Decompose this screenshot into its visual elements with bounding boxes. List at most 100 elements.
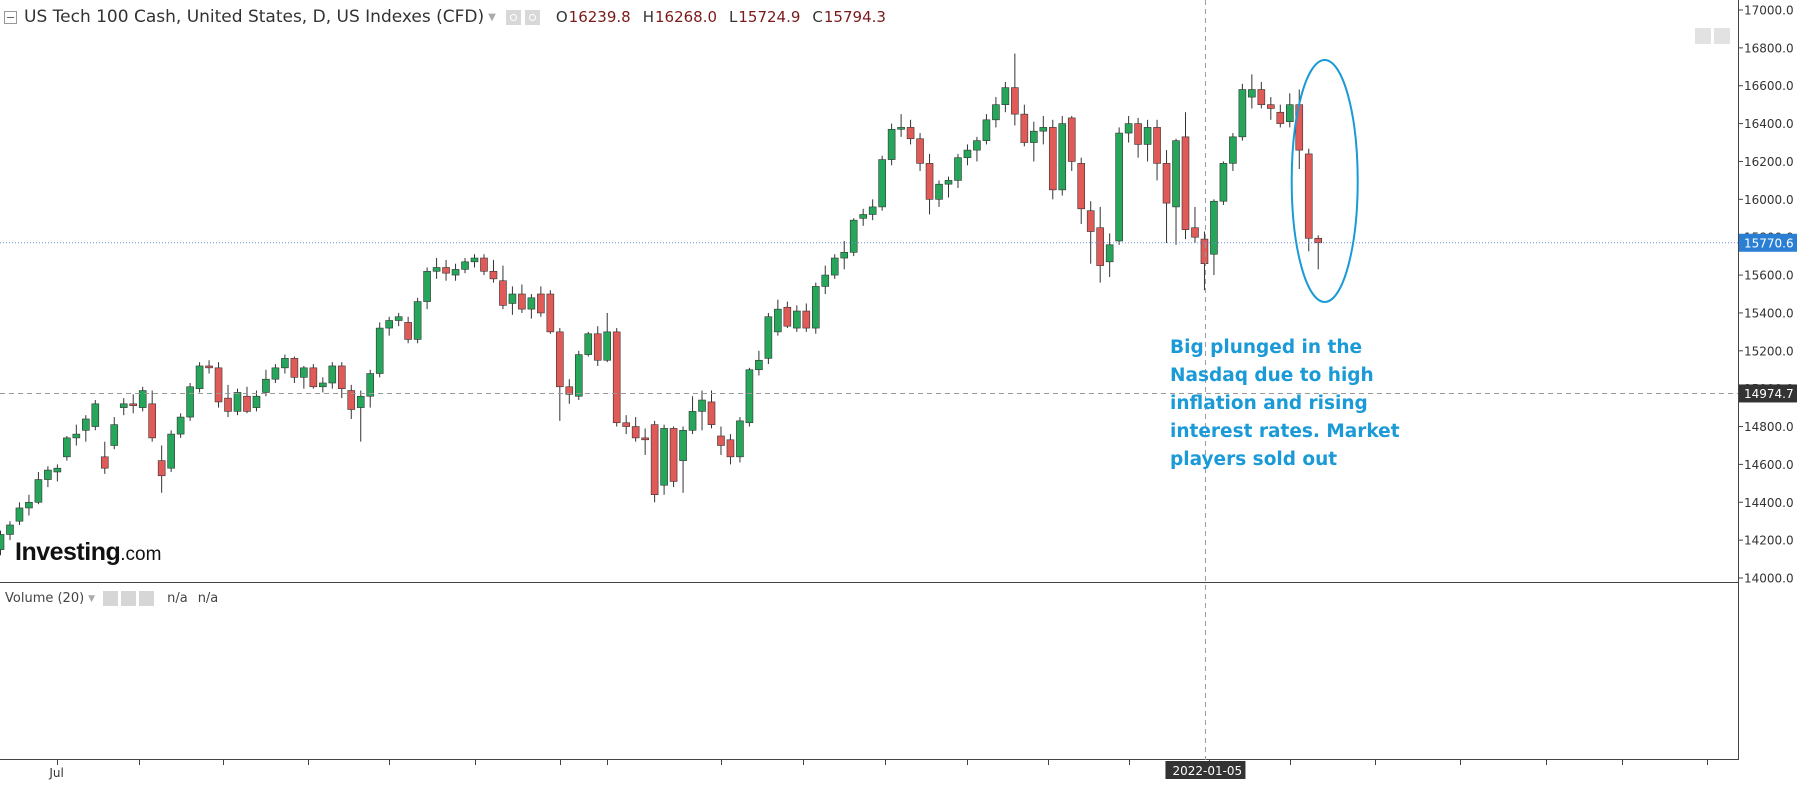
candle <box>1077 157 1086 224</box>
y-tick-label: 14400.0 <box>1744 496 1794 510</box>
candle-body <box>224 397 232 412</box>
candle <box>224 384 232 418</box>
candle <box>764 312 773 365</box>
candle-body <box>565 386 574 395</box>
candle <box>1267 97 1275 120</box>
gear-icon[interactable] <box>524 9 540 25</box>
candle <box>603 312 612 363</box>
candle-body <box>537 293 545 314</box>
candle-body <box>802 310 811 329</box>
candle <box>537 286 545 317</box>
y-tick-label: 17000.0 <box>1744 4 1794 18</box>
candle <box>252 390 261 412</box>
candle-body <box>935 183 943 200</box>
candle <box>1039 116 1048 145</box>
candle-body <box>44 469 52 480</box>
candle-body <box>148 403 156 439</box>
candle <box>53 464 62 482</box>
candle-body <box>233 392 242 412</box>
candle <box>347 384 356 419</box>
candle-body <box>584 333 593 355</box>
y-tick-label: 16600.0 <box>1744 79 1794 93</box>
candle <box>157 445 166 493</box>
candle-body <box>774 308 782 333</box>
candle-body <box>1219 163 1228 202</box>
candle <box>167 430 175 472</box>
candle-body <box>186 386 194 418</box>
candle-body <box>574 354 583 397</box>
chevron-down-icon[interactable]: ▼ <box>88 593 96 604</box>
eye-icon[interactable] <box>505 9 521 25</box>
candle-body <box>404 322 412 340</box>
candle-body <box>736 420 744 458</box>
candle <box>319 377 327 393</box>
candle <box>660 424 668 495</box>
candle-body <box>840 252 849 259</box>
candle-body <box>660 428 668 486</box>
candle-body <box>1001 87 1010 105</box>
candle-body <box>6 524 14 535</box>
candle <box>574 350 583 401</box>
volume-title: Volume (20) <box>5 591 85 606</box>
gear-icon[interactable] <box>121 591 137 606</box>
candle-body <box>347 390 356 410</box>
current-price-badge <box>1739 233 1797 252</box>
candle <box>91 400 100 431</box>
candle <box>1020 104 1029 147</box>
candle-body <box>745 369 754 424</box>
overlay-layer <box>0 0 1739 760</box>
collapse-toggle-icon[interactable] <box>4 10 17 24</box>
candle-body <box>830 257 839 276</box>
move-down-icon[interactable] <box>1695 28 1711 44</box>
y-tick-label: 14200.0 <box>1744 534 1794 548</box>
candle <box>774 299 782 336</box>
candle-body <box>281 358 289 369</box>
candle <box>1115 127 1123 245</box>
candle-body <box>631 426 640 439</box>
candle <box>442 259 450 281</box>
y-tick-label: 14000.0 <box>1744 572 1794 586</box>
candle <box>849 218 858 257</box>
candle <box>129 394 138 414</box>
candle-body <box>707 401 716 425</box>
candle-body <box>669 428 678 482</box>
candle-body <box>366 373 375 397</box>
candle-body <box>451 269 460 276</box>
y-tick-label: 15600.0 <box>1744 269 1794 283</box>
chevron-down-icon[interactable]: ▼ <box>488 11 496 23</box>
candle-body <box>1058 123 1067 191</box>
candle <box>100 441 109 474</box>
candle-body <box>1162 163 1171 204</box>
candle-body <box>811 286 820 329</box>
candle <box>745 367 754 427</box>
candle <box>423 267 431 310</box>
candle <box>34 471 43 505</box>
candle-body <box>271 367 280 380</box>
close-icon[interactable] <box>139 591 155 606</box>
candle-body <box>262 378 270 393</box>
candle <box>518 284 526 313</box>
candle <box>802 303 811 332</box>
candle <box>1285 93 1294 128</box>
candle <box>755 350 763 376</box>
volume-legend: Volume (20) ▼ n/a n/a <box>5 591 218 606</box>
investing-logo: Investing.com <box>15 538 162 566</box>
candle <box>432 258 441 279</box>
candle <box>1143 119 1152 162</box>
candle <box>499 265 507 310</box>
candle <box>887 123 896 166</box>
candle-body <box>1200 238 1209 265</box>
highlight-ellipse <box>1290 59 1359 303</box>
candle-body <box>527 297 536 310</box>
candle-body <box>698 399 706 412</box>
candle <box>925 153 934 215</box>
candle <box>679 426 687 493</box>
candle <box>830 254 839 279</box>
candle-body <box>1086 210 1095 232</box>
maximize-icon[interactable] <box>1714 28 1730 44</box>
candle-body <box>963 149 972 158</box>
candle <box>1096 206 1104 283</box>
eye-icon[interactable] <box>103 591 119 606</box>
candle-body <box>489 270 498 280</box>
